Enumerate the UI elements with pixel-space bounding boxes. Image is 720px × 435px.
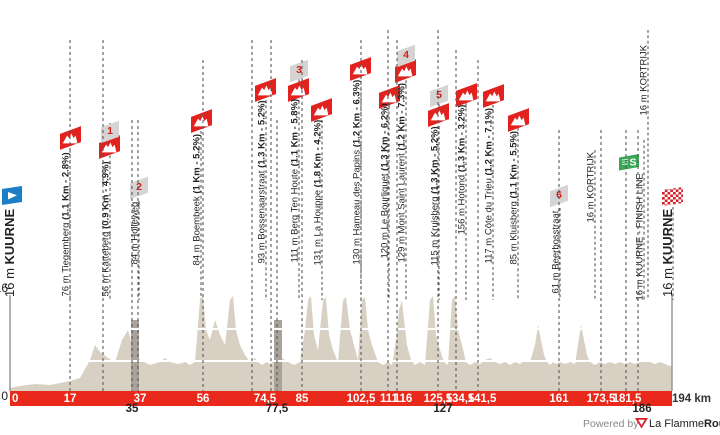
svg-text:17: 17 (64, 393, 77, 405)
svg-text:194 km: 194 km (672, 393, 711, 405)
svg-text:La FlammeRouge: La FlammeRouge (649, 418, 720, 430)
svg-text:141,5: 141,5 (468, 393, 497, 405)
svg-text:0: 0 (1, 389, 8, 403)
svg-text:56: 56 (197, 393, 210, 405)
svg-text:116: 116 (394, 393, 413, 405)
svg-text:0: 0 (12, 393, 18, 405)
svg-text:127: 127 (433, 403, 452, 415)
svg-text:77,5: 77,5 (266, 403, 289, 415)
svg-text:186: 186 (632, 403, 651, 415)
svg-text:161: 161 (549, 393, 569, 405)
svg-text:16: 16 (0, 281, 8, 295)
svg-text:85: 85 (296, 393, 309, 405)
svg-text:35: 35 (126, 403, 139, 415)
svg-text:102,5: 102,5 (347, 393, 376, 405)
svg-text:Powered by: Powered by (583, 418, 639, 430)
svg-text:173,5: 173,5 (587, 393, 616, 405)
